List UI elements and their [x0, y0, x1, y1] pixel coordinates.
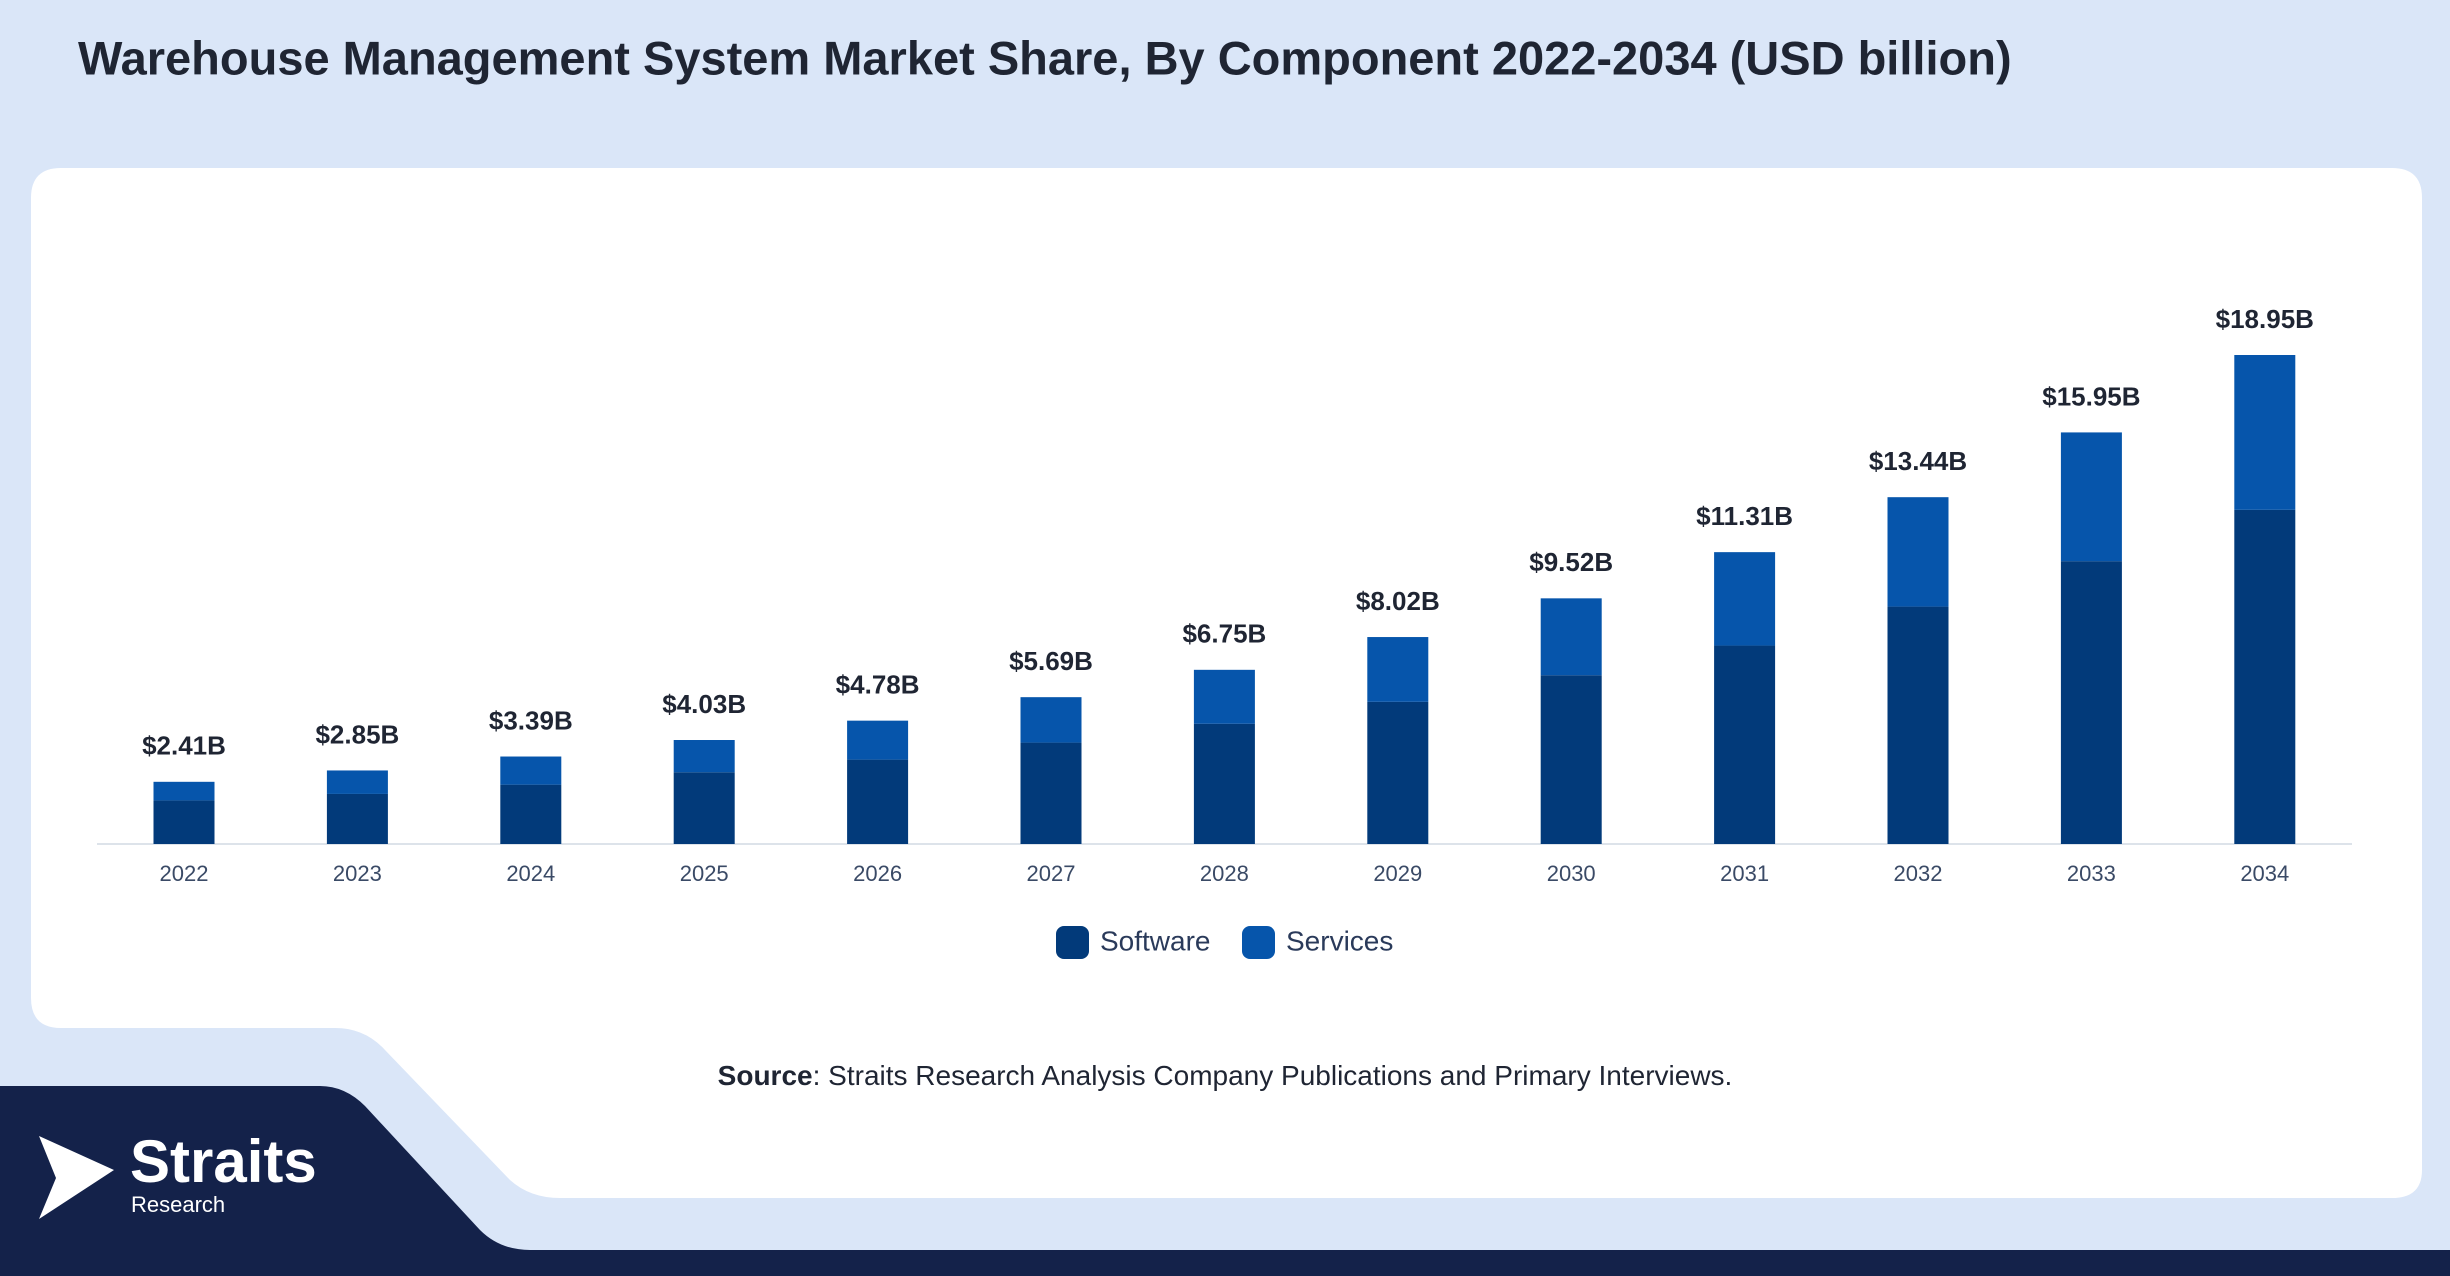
bar-segment [1020, 742, 1082, 844]
total-label: $8.02B [1356, 586, 1440, 616]
footer-band [0, 1086, 2450, 1276]
x-tick-label: 2026 [853, 861, 902, 886]
bar-segment [153, 781, 215, 801]
total-label: $2.41B [142, 731, 226, 761]
bar-segment [1193, 669, 1255, 724]
bar-segment [500, 756, 562, 785]
legend-label: Services [1286, 925, 1393, 956]
bar-segment [847, 720, 909, 760]
x-tick-label: 2030 [1547, 861, 1596, 886]
total-label: $4.03B [662, 689, 746, 719]
bar-segment [1887, 497, 1949, 607]
bar-segment [1714, 552, 1776, 646]
legend-swatch [1242, 926, 1275, 959]
total-label: $4.78B [836, 670, 920, 700]
x-tick-label: 2025 [680, 861, 729, 886]
source-text: : Straits Research Analysis Company Publ… [813, 1060, 1733, 1091]
source: Source: Straits Research Analysis Compan… [718, 1060, 1733, 1091]
x-tick-label: 2022 [160, 861, 209, 886]
bar-segment [1020, 697, 1082, 743]
total-label: $13.44B [1869, 446, 1967, 476]
total-label: $11.31B [1696, 501, 1793, 531]
legend-label: Software [1100, 925, 1211, 956]
total-label: $18.95B [2216, 304, 2314, 334]
x-tick-label: 2031 [1720, 861, 1769, 886]
legend-swatch [1056, 926, 1089, 959]
bar-segment [153, 800, 215, 844]
bar-segment [847, 759, 909, 844]
bar-segment [2060, 561, 2122, 844]
x-tick-label: 2028 [1200, 861, 1249, 886]
chart-title: Warehouse Management System Market Share… [78, 31, 2012, 84]
x-tick-label: 2034 [2240, 861, 2289, 886]
bar-segment [326, 793, 388, 844]
bar-segment [1367, 701, 1429, 844]
x-tick-label: 2023 [333, 861, 382, 886]
logo-icon [39, 1136, 114, 1219]
bar-segment [673, 772, 735, 844]
bar-segment [1193, 723, 1255, 844]
bar-segment [2234, 355, 2296, 510]
bar-segment [1714, 645, 1776, 844]
bar-segment [1540, 675, 1602, 844]
bar-segment [1367, 637, 1429, 702]
total-label: $6.75B [1182, 619, 1266, 649]
logo-subtitle: Research [131, 1192, 225, 1217]
total-label: $3.39B [489, 705, 573, 735]
total-label: $15.95B [2042, 381, 2140, 411]
bar-segment [2234, 509, 2296, 844]
x-tick-label: 2032 [1894, 861, 1943, 886]
total-label: $5.69B [1009, 646, 1093, 676]
bar-segment [500, 784, 562, 844]
x-tick-label: 2027 [1027, 861, 1076, 886]
source-label: Source [718, 1060, 813, 1091]
x-tick-label: 2033 [2067, 861, 2116, 886]
bar-segment [2060, 432, 2122, 562]
x-tick-label: 2029 [1373, 861, 1422, 886]
bar-segment [1887, 606, 1949, 844]
bar-segment [673, 740, 735, 773]
x-tick-label: 2024 [506, 861, 555, 886]
bar-segment [1540, 598, 1602, 676]
total-label: $9.52B [1529, 547, 1613, 577]
logo-name: Straits [130, 1128, 317, 1195]
total-label: $2.85B [315, 719, 399, 749]
bar-segment [326, 770, 388, 794]
